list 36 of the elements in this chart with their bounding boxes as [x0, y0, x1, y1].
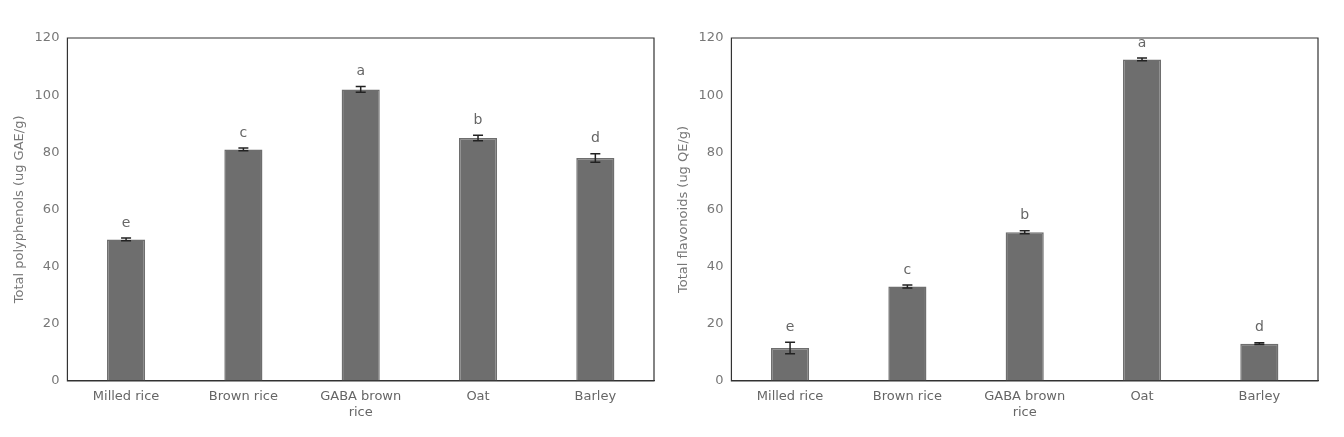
x-tick-label: GABA brown rice	[984, 387, 1066, 419]
y-tick-label: 80	[42, 143, 60, 159]
y-tick-label: 20	[706, 315, 724, 331]
x-tick-label: GABA brown rice	[320, 387, 402, 419]
annotation: e	[121, 213, 131, 230]
y-tick-label: 0	[51, 372, 60, 388]
x-tick-label: Brown rice	[872, 387, 942, 403]
annotation: d	[1254, 318, 1264, 335]
annotation: c	[239, 123, 248, 140]
annotation: e	[785, 317, 795, 334]
annotation: a	[356, 62, 365, 79]
y-tick-label: 80	[706, 143, 724, 159]
y-tick-label: 60	[42, 200, 60, 216]
annotation: b	[473, 110, 483, 127]
annotation: c	[903, 260, 912, 277]
x-tick-label: Barley	[1238, 387, 1281, 403]
annotation: a	[1137, 33, 1147, 50]
x-tick-label: Milled rice	[92, 387, 160, 403]
y-tick-label: 100	[34, 86, 60, 102]
y-tick-label: 20	[42, 315, 60, 331]
y-tick-label: 40	[42, 257, 60, 273]
y-tick-label: 60	[706, 200, 724, 216]
annotation: b	[1020, 206, 1030, 223]
y-tick-label: 0	[715, 372, 724, 388]
x-tick-label: Oat	[466, 387, 490, 403]
x-tick-label: Milled rice	[756, 387, 824, 403]
x-tick-label: Brown rice	[208, 387, 278, 403]
y-tick-label: 120	[34, 29, 60, 45]
y-axis-title: Total polyphenols (ug GAE/g)	[11, 115, 27, 305]
y-tick-label: 100	[698, 86, 724, 102]
x-tick-label: Oat	[1130, 387, 1154, 403]
y-tick-label: 120	[698, 29, 724, 45]
x-tick-label: Barley	[574, 387, 617, 403]
y-axis-title: Total flavonoids (ug QE/g)	[675, 125, 691, 294]
y-tick-label: 40	[706, 257, 724, 273]
annotation: d	[590, 129, 600, 146]
